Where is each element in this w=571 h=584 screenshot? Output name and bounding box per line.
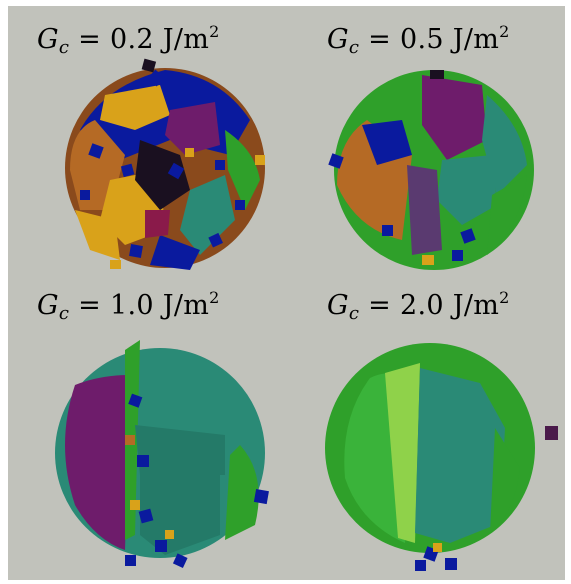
label-equals: = [78,24,102,55]
fragment-sphere-2 [328,70,534,270]
fragment-sphere-1 [65,58,265,270]
label-symbol: G [37,290,59,321]
label-unit-exp: 2 [499,288,510,307]
label-value: 1.0 [109,290,154,321]
label-subscript: c [58,37,70,58]
label-equals: = [78,290,102,321]
label-subscript: c [348,303,360,324]
label-unit: J/m [452,290,500,321]
label-unit: J/m [162,24,210,55]
label-equals: = [368,290,392,321]
label-value: 0.5 [399,24,444,55]
label-subscript: c [58,303,70,324]
panel-label-1: Gc = 0.2 J/m2 [37,22,220,58]
label-symbol: G [327,24,349,55]
fragment-sphere-4 [325,343,558,571]
label-unit: J/m [162,290,210,321]
panel-label-2: Gc = 0.5 J/m2 [327,22,510,58]
panel-label-4: Gc = 2.0 J/m2 [327,288,510,324]
label-value: 2.0 [399,290,444,321]
label-equals: = [368,24,392,55]
label-unit-exp: 2 [209,288,220,307]
label-symbol: G [37,24,59,55]
label-unit-exp: 2 [209,22,220,41]
fragment-sphere-3 [55,340,269,568]
label-symbol: G [327,290,349,321]
panel-label-3: Gc = 1.0 J/m2 [37,288,220,324]
label-unit-exp: 2 [499,22,510,41]
label-value: 0.2 [109,24,154,55]
label-unit: J/m [452,24,500,55]
label-subscript: c [348,37,360,58]
